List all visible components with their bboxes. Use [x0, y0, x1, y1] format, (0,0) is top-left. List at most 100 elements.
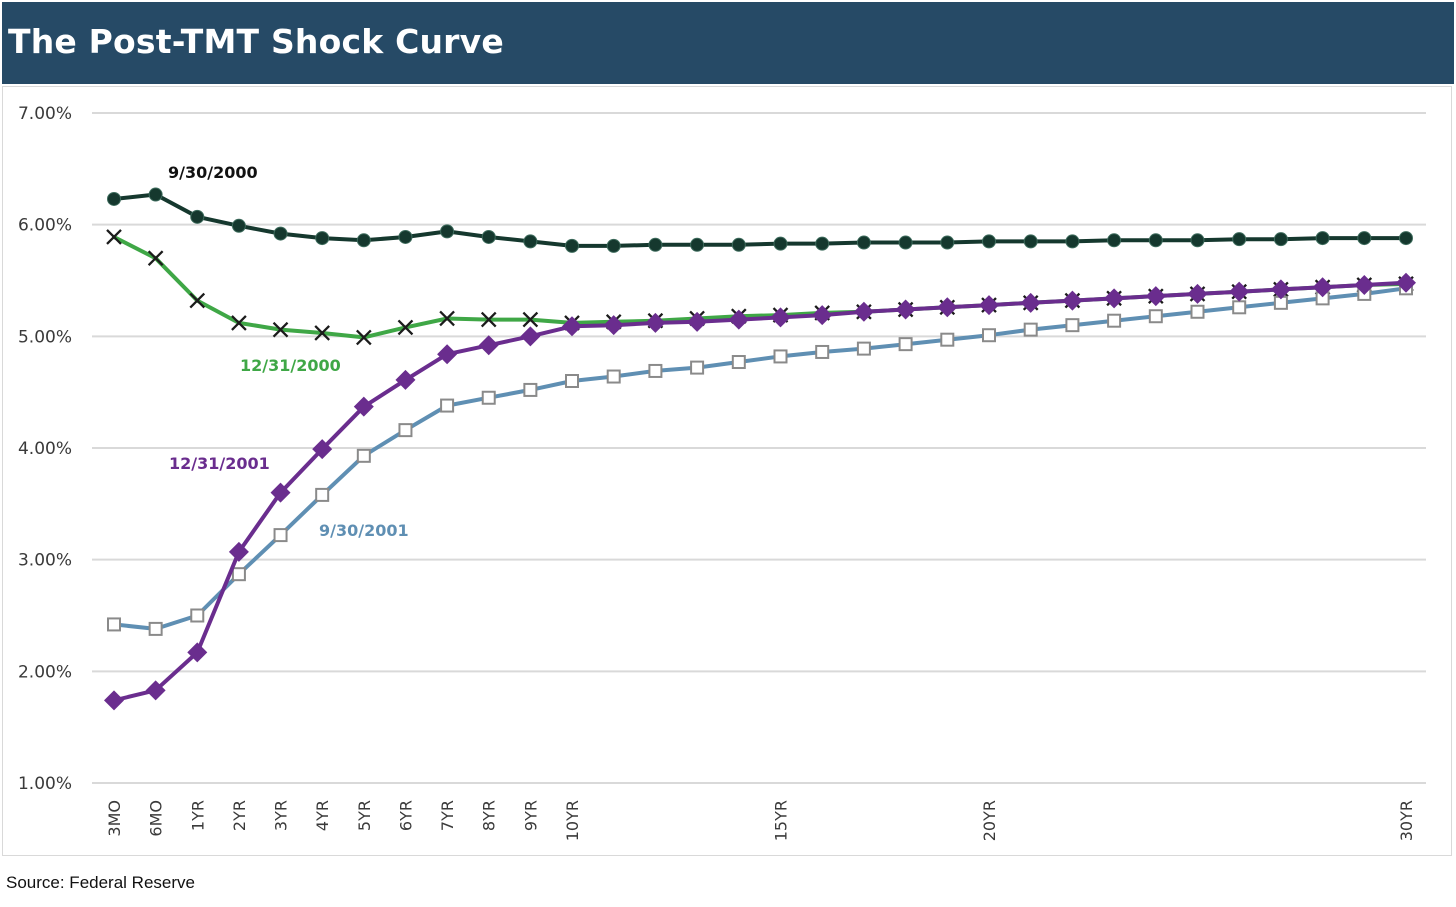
data-point [187, 642, 208, 663]
data-point [728, 309, 749, 330]
y-tick-label: 2.00% [18, 662, 72, 682]
data-point [940, 332, 955, 347]
data-point [1190, 233, 1205, 248]
data-point [1229, 281, 1250, 302]
data-point [478, 335, 499, 356]
data-point [1020, 292, 1041, 313]
y-axis-ticks: 1.00% 2.00% 3.00% 4.00% 5.00% 6.00% 7.00% [18, 104, 72, 794]
data-point [937, 297, 958, 318]
series-line [112, 286, 1408, 631]
data-point [1104, 288, 1125, 309]
data-point [397, 319, 414, 336]
y-tick-label: 3.00% [18, 551, 72, 571]
data-point [895, 299, 916, 320]
y-tick-label: 5.00% [18, 327, 72, 347]
data-point [856, 235, 871, 250]
chart-header: The Post-TMT Shock Curve [2, 2, 1454, 84]
x-tick-label: 30YR [1397, 800, 1416, 841]
data-point [562, 316, 582, 337]
data-point [898, 235, 913, 250]
data-point [1187, 283, 1208, 304]
data-point [1065, 318, 1080, 333]
series-line [112, 192, 1408, 248]
data-point [1315, 231, 1330, 246]
data-point [437, 344, 458, 365]
x-tick-label: 2YR [230, 800, 249, 831]
x-tick-label: 6YR [396, 800, 415, 831]
data-point [148, 187, 163, 202]
data-point [190, 209, 205, 224]
series-12-31-2000 [106, 229, 1414, 346]
data-point [1145, 286, 1166, 307]
y-tick-label: 7.00% [18, 104, 72, 124]
series-lines [104, 187, 1416, 711]
data-point [189, 292, 206, 309]
data-point [1148, 309, 1163, 324]
data-point [398, 423, 413, 438]
data-point [395, 369, 416, 390]
x-tick-label: 5YR [355, 800, 374, 831]
data-point [690, 360, 705, 375]
data-point [1148, 233, 1163, 248]
data-point [356, 329, 372, 346]
data-point [1354, 274, 1375, 295]
x-tick-label: 20YR [980, 800, 999, 841]
data-point [1107, 233, 1122, 248]
data-point [107, 191, 121, 206]
data-point [148, 621, 163, 636]
x-tick-label: 1YR [188, 800, 207, 831]
data-point [898, 337, 913, 352]
data-point [440, 224, 455, 239]
data-point [1023, 322, 1038, 337]
data-point [1396, 272, 1416, 293]
data-point [1190, 304, 1205, 319]
data-point [439, 310, 455, 327]
y-tick-label: 6.00% [18, 216, 72, 236]
series-label: 12/31/2000 [240, 356, 341, 375]
gridlines [92, 112, 1426, 784]
data-point [812, 305, 833, 326]
data-point [690, 237, 705, 252]
series-12-31-2001 [104, 272, 1416, 711]
data-point [270, 482, 291, 503]
series-9-30-2000 [107, 187, 1413, 253]
data-point [606, 238, 621, 253]
data-point [228, 541, 249, 562]
series-9-30-2001 [107, 281, 1413, 636]
chart-frame [2, 86, 1452, 856]
data-point [731, 355, 746, 370]
source-note: Source: Federal Reserve [6, 873, 195, 892]
data-point [147, 250, 164, 266]
data-point [982, 234, 996, 249]
data-point [979, 295, 999, 316]
data-point [356, 448, 371, 463]
y-tick-label: 1.00% [18, 774, 72, 794]
data-point [645, 312, 666, 333]
data-point [107, 617, 121, 632]
data-point [190, 608, 205, 623]
series-label: 9/30/2000 [168, 163, 258, 182]
data-point [1232, 232, 1247, 247]
data-point [315, 487, 330, 502]
x-tick-label: 8YR [480, 800, 499, 831]
data-point [353, 396, 374, 417]
data-point [231, 218, 246, 233]
x-tick-label: 6MO [147, 800, 166, 837]
data-point [565, 374, 579, 388]
series-label: 9/30/2001 [319, 521, 409, 540]
x-tick-label: 10YR [563, 800, 582, 841]
data-point [1357, 231, 1372, 246]
data-point [1273, 232, 1288, 247]
data-point [687, 311, 708, 332]
data-point [1312, 277, 1333, 298]
data-point [982, 328, 996, 343]
data-point [603, 315, 624, 336]
series-line [112, 235, 1408, 340]
data-point [815, 344, 830, 359]
data-point [231, 315, 247, 331]
x-tick-label: 3YR [272, 800, 291, 831]
data-point [231, 567, 246, 582]
data-point [522, 311, 539, 328]
data-point [606, 369, 621, 384]
